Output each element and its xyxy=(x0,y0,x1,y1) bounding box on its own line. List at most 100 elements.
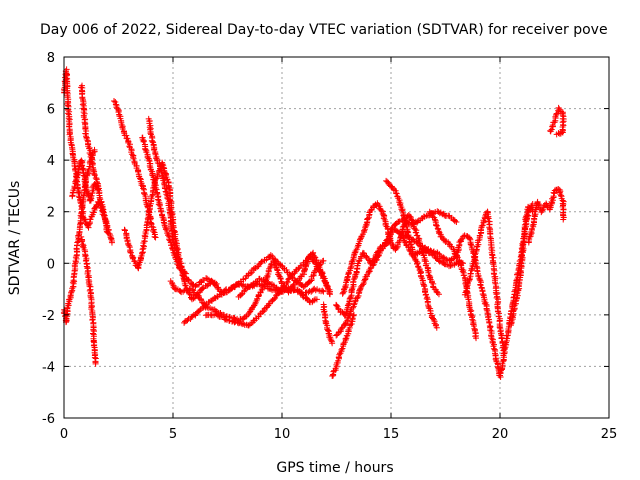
data-point xyxy=(85,279,92,286)
data-point xyxy=(313,296,320,303)
data-point xyxy=(258,287,265,293)
data-point xyxy=(161,180,168,187)
data-point xyxy=(108,239,115,246)
data-point xyxy=(478,222,485,229)
data-point xyxy=(127,249,134,256)
plot-frame xyxy=(63,56,610,419)
data-point xyxy=(340,289,347,296)
data-point xyxy=(82,183,89,189)
data-point xyxy=(476,276,483,283)
data-point xyxy=(78,233,85,240)
data-point xyxy=(87,194,94,201)
data-point xyxy=(277,276,284,282)
data-point xyxy=(443,256,450,263)
data-point xyxy=(100,211,107,218)
data-point xyxy=(338,346,345,353)
y-tick-label: -4 xyxy=(42,360,55,375)
data-point xyxy=(483,306,490,313)
data-point xyxy=(311,269,318,276)
data-point xyxy=(465,296,472,303)
data-point xyxy=(473,335,480,342)
data-point xyxy=(311,254,318,260)
data-point xyxy=(501,350,508,357)
data-point xyxy=(265,280,271,287)
data-point xyxy=(196,307,203,314)
data-point xyxy=(251,302,258,309)
data-point xyxy=(327,336,334,342)
data-point xyxy=(65,110,72,117)
data-point xyxy=(431,216,438,223)
data-point xyxy=(326,291,333,298)
data-point xyxy=(91,146,98,153)
x-tick-label: 15 xyxy=(383,427,400,442)
data-point xyxy=(467,241,474,248)
data-point xyxy=(329,340,336,347)
data-point xyxy=(413,229,420,236)
data-point xyxy=(88,192,95,199)
data-point xyxy=(199,285,206,292)
data-point xyxy=(79,243,86,250)
data-point xyxy=(284,279,291,285)
data-point xyxy=(351,301,357,308)
data-point xyxy=(512,298,519,305)
data-point xyxy=(151,233,158,240)
data-point xyxy=(90,330,96,337)
data-point xyxy=(361,227,367,234)
data-point xyxy=(111,98,117,104)
data-point xyxy=(303,261,310,268)
data-point xyxy=(498,335,505,342)
data-point xyxy=(159,214,166,221)
y-tick-label: -6 xyxy=(42,412,55,427)
data-point xyxy=(463,283,470,290)
data-point xyxy=(247,270,254,277)
data-point xyxy=(430,316,437,323)
data-point xyxy=(340,340,347,347)
data-point xyxy=(323,282,330,289)
grid-lines xyxy=(64,57,609,418)
data-point xyxy=(81,178,88,185)
data-point xyxy=(152,234,159,241)
data-point xyxy=(414,232,421,239)
data-point xyxy=(447,262,454,269)
data-point xyxy=(150,176,157,183)
data-point xyxy=(453,219,460,226)
data-point xyxy=(311,297,317,304)
data-point xyxy=(137,175,144,182)
data-point xyxy=(408,216,415,223)
data-point xyxy=(412,226,419,233)
data-point xyxy=(357,236,363,243)
data-point xyxy=(104,229,111,236)
data-point xyxy=(509,313,516,320)
data-point xyxy=(393,245,400,251)
data-point xyxy=(556,130,563,137)
data-point xyxy=(75,232,82,239)
y-tick-label: 8 xyxy=(47,51,55,66)
data-point xyxy=(515,286,522,293)
data-point xyxy=(429,279,435,286)
data-point xyxy=(240,320,247,327)
data-point xyxy=(433,324,440,331)
data-point xyxy=(271,296,278,303)
data-point xyxy=(87,293,94,300)
data-point xyxy=(168,224,174,231)
data-point xyxy=(72,178,79,185)
data-point xyxy=(488,335,495,342)
data-point xyxy=(424,267,431,274)
data-point xyxy=(513,290,520,297)
data-point xyxy=(319,270,326,277)
data-point xyxy=(551,119,558,126)
data-point xyxy=(347,295,354,301)
data-point xyxy=(122,227,128,234)
data-point xyxy=(547,127,554,134)
data-point xyxy=(74,239,81,246)
data-point xyxy=(178,266,185,273)
data-point xyxy=(175,259,182,266)
data-points xyxy=(60,66,567,380)
data-point xyxy=(164,195,171,202)
data-point xyxy=(435,291,442,298)
data-point xyxy=(319,287,326,294)
data-point xyxy=(493,294,500,301)
data-point xyxy=(92,360,99,367)
data-point xyxy=(91,354,98,361)
data-point xyxy=(192,282,199,289)
